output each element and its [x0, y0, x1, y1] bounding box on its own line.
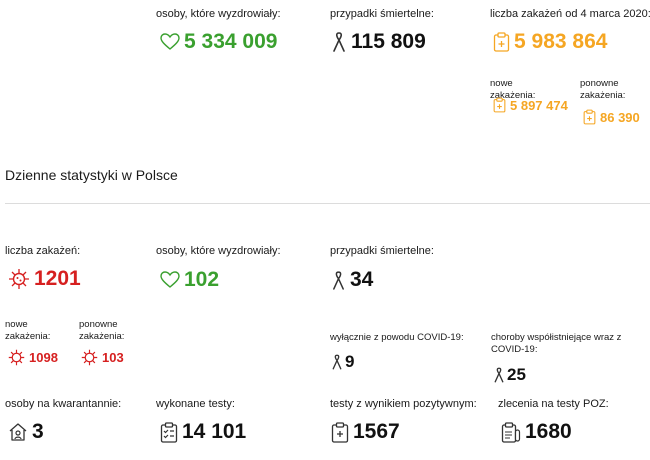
top-repeat-infections-label: ponowne zakażenia:	[580, 78, 626, 101]
top-repeat-infections-value: 86 390	[600, 109, 640, 125]
ribbon-icon	[331, 354, 343, 370]
clipboard-icon	[331, 421, 349, 443]
comorbid-deaths-value: 25	[507, 365, 526, 384]
poz-orders-label: zlecenia na testy POZ:	[498, 398, 609, 410]
daily-repeat-infections-label: ponowne zakażenia:	[79, 319, 125, 342]
heart-icon	[160, 33, 180, 51]
poz-orders-row: 1680	[501, 420, 572, 444]
daily-deaths-row: 34	[331, 268, 373, 292]
quarantine-row: 3	[8, 420, 44, 444]
test-tube-icon	[501, 421, 521, 443]
top-infections-value-row: 5 983 864	[493, 30, 607, 54]
positive-tests-row: 1567	[331, 420, 400, 444]
daily-new-infections-value: 1098	[29, 350, 58, 365]
virus-icon	[8, 349, 25, 366]
daily-new-infections-row: 1098	[8, 349, 58, 366]
top-repeat-infections-row: 86 390	[583, 109, 640, 125]
clipboard-icon	[493, 32, 510, 52]
daily-stats-title: Dzienne statystyki w Polsce	[5, 167, 178, 183]
covid-only-deaths-row: 9	[331, 352, 354, 372]
daily-recovered-row: 102	[160, 268, 219, 292]
top-infections-label: liczba zakażeń od 4 marca 2020:	[490, 8, 650, 20]
top-deaths-label: przypadki śmiertelne:	[330, 8, 434, 20]
section-divider	[5, 203, 650, 204]
positive-tests-label: testy z wynikiem pozytywnym:	[330, 398, 477, 410]
top-new-infections-row: 5 897 474	[493, 97, 568, 113]
comorbid-deaths-label: choroby współistniejące wraz z COVID-19:	[491, 332, 622, 355]
positive-tests-value: 1567	[353, 420, 400, 443]
daily-new-infections-label: nowe zakażenia:	[5, 319, 51, 342]
poz-orders-value: 1680	[525, 420, 572, 443]
virus-icon	[81, 349, 98, 366]
top-recovered-value: 5 334 009	[184, 30, 278, 53]
top-recovered-value-row: 5 334 009	[160, 30, 277, 54]
daily-deaths-label: przypadki śmiertelne:	[330, 245, 434, 257]
daily-recovered-value: 102	[184, 268, 220, 291]
daily-infections-row: 1201	[8, 267, 81, 291]
daily-recovered-label: osoby, które wyzdrowiały:	[156, 245, 281, 257]
ribbon-icon	[493, 367, 505, 383]
tests-row: 14 101	[160, 420, 246, 444]
top-deaths-value: 115 809	[351, 30, 426, 53]
house-icon	[8, 422, 28, 442]
clipboard-icon	[493, 97, 506, 113]
ribbon-icon	[331, 32, 347, 52]
clipboard-icon	[583, 109, 596, 125]
daily-repeat-infections-row: 103	[81, 349, 124, 366]
top-new-infections-label: nowe zakażenia:	[490, 78, 536, 101]
covid-only-deaths-value: 9	[345, 352, 355, 371]
tests-label: wykonane testy:	[156, 398, 235, 410]
daily-repeat-infections-value: 103	[102, 350, 124, 365]
top-recovered-label: osoby, które wyzdrowiały:	[156, 8, 281, 20]
quarantine-value: 3	[32, 420, 44, 443]
top-deaths-value-row: 115 809	[331, 30, 426, 54]
checklist-icon	[160, 421, 178, 443]
top-new-infections-value: 5 897 474	[510, 97, 568, 113]
daily-infections-value: 1201	[34, 267, 81, 290]
comorbid-deaths-row: 25	[493, 365, 526, 385]
top-infections-value: 5 983 864	[514, 30, 608, 53]
daily-infections-label: liczba zakażeń:	[5, 245, 81, 257]
tests-value: 14 101	[182, 420, 247, 443]
virus-icon	[8, 268, 30, 290]
quarantine-label: osoby na kwarantannie:	[5, 398, 122, 410]
daily-deaths-value: 34	[350, 268, 374, 291]
heart-icon	[160, 271, 180, 289]
ribbon-icon	[331, 270, 346, 290]
covid-only-deaths-label: wyłącznie z powodu COVID-19:	[330, 332, 464, 343]
